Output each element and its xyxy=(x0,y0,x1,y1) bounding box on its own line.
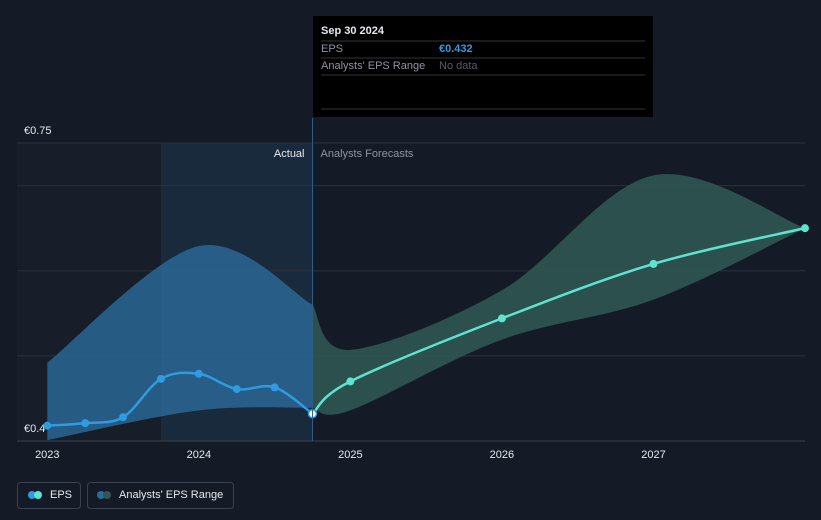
legend-swatch xyxy=(103,491,111,499)
y-tick-label: €0.75 xyxy=(24,125,52,137)
tooltip-value: €0.432 xyxy=(439,43,473,55)
x-tick-label: 2025 xyxy=(338,449,362,461)
range-area-forecast xyxy=(312,174,805,415)
eps-point xyxy=(194,369,203,378)
plot: €0.4 €0.75 2023 2024 2025 2026 2027 Actual Analy… xyxy=(17,118,809,461)
eps-point xyxy=(43,421,52,430)
legend: EPS Analysts' EPS Range xyxy=(17,482,234,509)
actual-label: Actual xyxy=(274,148,305,160)
eps-point xyxy=(156,374,165,383)
tooltip-label: Analysts' EPS Range xyxy=(321,60,425,72)
tooltip-box xyxy=(313,16,653,117)
x-tick-label: 2023 xyxy=(35,449,59,461)
eps-point xyxy=(232,385,241,394)
legend-swatch xyxy=(34,491,42,499)
eps-point xyxy=(81,419,90,428)
y-tick-label: €0.4 xyxy=(24,423,45,435)
range-area-past xyxy=(47,244,313,441)
x-tick-label: 2024 xyxy=(187,449,211,461)
tooltip-value: No data xyxy=(439,60,478,72)
x-tick-label: 2027 xyxy=(641,449,665,461)
x-tick-label: 2026 xyxy=(490,449,514,461)
legend-item[interactable] xyxy=(17,482,81,509)
eps-point xyxy=(270,383,279,392)
legend-label: Analysts' EPS Range xyxy=(119,489,223,501)
eps-point xyxy=(119,413,128,422)
eps-point xyxy=(497,314,506,323)
legend-swatch xyxy=(28,491,36,499)
eps-point xyxy=(801,224,809,233)
eps-point xyxy=(649,259,658,268)
tooltip-label: EPS xyxy=(321,43,343,55)
legend-label: EPS xyxy=(50,489,72,501)
eps-point xyxy=(346,377,355,386)
tooltip-title: Sep 30 2024 xyxy=(321,25,385,37)
legend-swatch xyxy=(97,491,105,499)
tooltip: Sep 30 2024 EPS €0.432 Analysts' EPS Ran… xyxy=(313,16,653,117)
legend-item[interactable] xyxy=(87,482,234,509)
forecast-label: Analysts Forecasts xyxy=(321,148,414,160)
